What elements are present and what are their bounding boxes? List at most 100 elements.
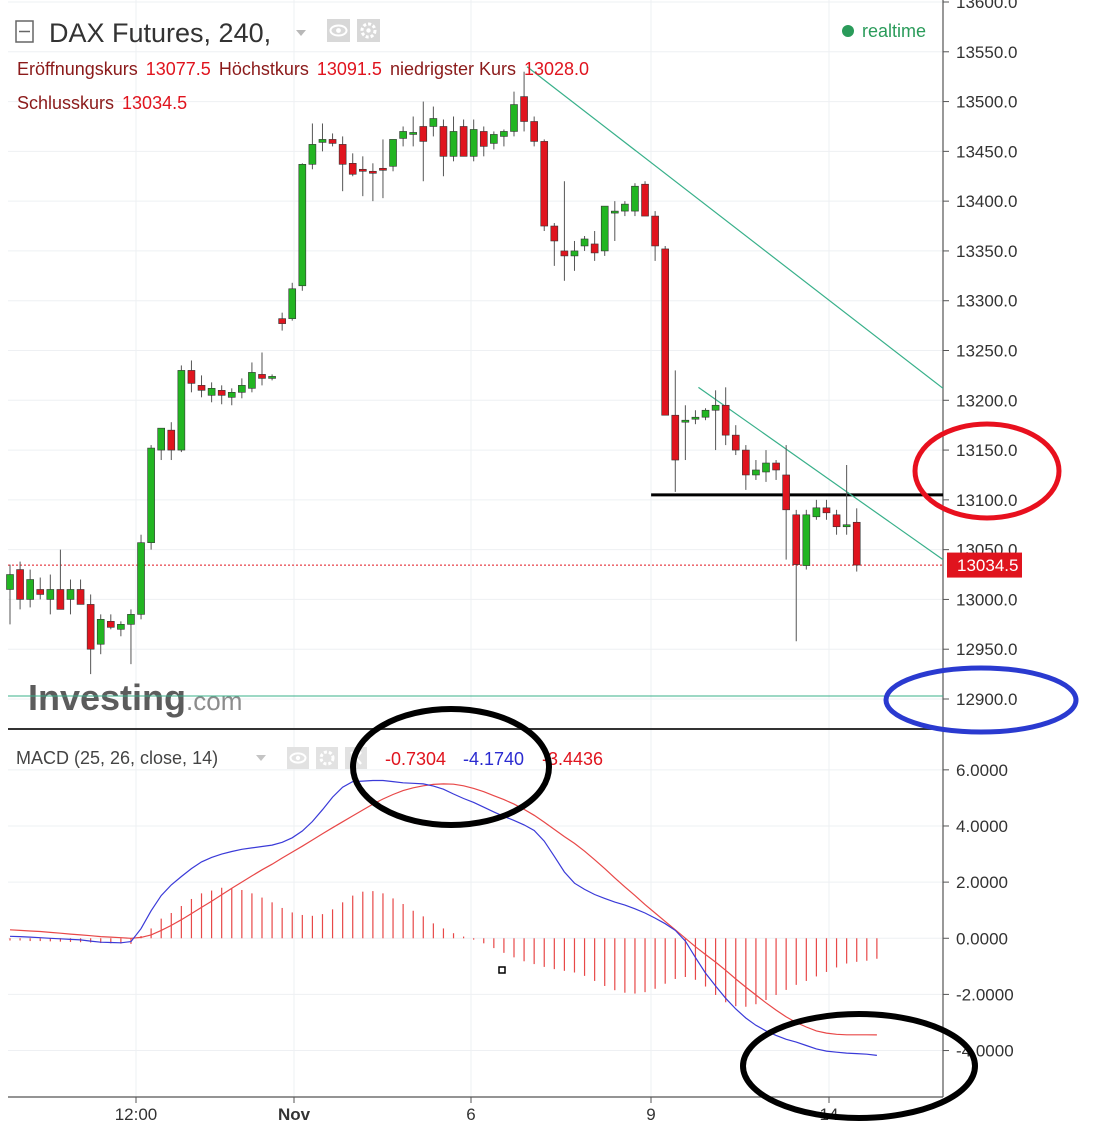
price-tick-label: 12950.0 [956, 640, 1017, 659]
macd-tick-label: 2.0000 [956, 873, 1008, 892]
candle-up [600, 205, 609, 252]
price-tick-label: 13450.0 [956, 142, 1017, 161]
candle-up [6, 574, 14, 590]
candle-down [217, 390, 226, 396]
candles [6, 71, 861, 675]
candle-up [762, 462, 770, 473]
candle-down [550, 225, 559, 242]
price-axis[interactable]: 13600.0 13550.0 13500.0 13450.0 13400.0 13350… [943, 0, 1017, 709]
macd-lines [9, 779, 877, 1056]
price-tick-label: 13550.0 [956, 43, 1017, 62]
candle-up [842, 524, 851, 528]
candle-down [419, 126, 428, 142]
ohlc-line-1: Eröffnungskurs 13077.5 Höchstkurs 13091.5 ni… [17, 59, 589, 79]
candle-down [540, 141, 549, 227]
realtime-dot-icon [842, 25, 854, 37]
candle-down [328, 139, 337, 144]
watermark-brand: Investing [28, 677, 186, 718]
candle-down [671, 414, 680, 461]
candle-up [490, 134, 498, 144]
candle-up [389, 139, 397, 167]
price-tick-label: 13400.0 [956, 192, 1017, 211]
candle-down [107, 621, 115, 628]
candle-down [56, 589, 65, 610]
annotation-black-circle-top [350, 706, 552, 828]
chart-header: DAX Futures, 240, realtime Eröffnungskur… [15, 18, 926, 113]
macd-eye-icon[interactable] [287, 747, 309, 769]
macd-gear-icon[interactable] [316, 747, 338, 769]
candle-up [127, 614, 135, 625]
time-tick-label: Nov [278, 1105, 311, 1124]
candle-down [338, 144, 347, 165]
macd-tick-label: 4.0000 [956, 817, 1008, 836]
candle-up [812, 507, 821, 518]
overlay-lines [8, 66, 944, 697]
candle-up [96, 619, 105, 645]
macd-chevron-down-icon[interactable] [256, 755, 266, 761]
investing-watermark: Investing.com [28, 677, 242, 718]
candle-up [691, 416, 700, 420]
candle-up [469, 129, 478, 157]
candle-down [832, 514, 841, 528]
candle-up [147, 447, 155, 543]
candle-up [399, 131, 407, 139]
candle-down [590, 243, 599, 254]
candle-up [570, 250, 579, 257]
time-tick-label: 12:00 [115, 1105, 158, 1124]
candle-down [187, 370, 196, 384]
candle-up [681, 419, 690, 423]
macd-name[interactable]: MACD (25, 26, close, 14) [16, 748, 218, 768]
low-label: niedrigster Kurs [390, 59, 516, 79]
candle-up [429, 118, 438, 127]
candle-up [227, 392, 236, 398]
price-tick-label: 13150.0 [956, 441, 1017, 460]
annotation-blue-circle [883, 665, 1079, 735]
macd-tick-label: 0.0000 [956, 929, 1008, 948]
candle-down [459, 126, 468, 157]
candle-down [661, 248, 670, 416]
macd-signal-value: -3.4436 [542, 749, 603, 769]
price-tick-label: 13200.0 [956, 391, 1017, 410]
candle-up [26, 579, 34, 600]
current-price-box [947, 552, 1022, 578]
time-tick-label: 9 [646, 1105, 655, 1124]
price-tick-label: 13350.0 [956, 242, 1017, 261]
macd-signal-line [9, 783, 877, 1036]
candle-down [822, 507, 831, 514]
candle-down [348, 163, 357, 175]
candle-down [379, 167, 387, 171]
chevron-down-icon[interactable] [296, 30, 306, 36]
open-value: 13077.5 [146, 59, 211, 79]
annotation-black-circle-bottom [740, 1011, 978, 1121]
candle-down [369, 170, 377, 174]
candle-up [610, 210, 619, 214]
close-value: 13034.5 [122, 93, 187, 113]
current-price-tag: 13034.5 [947, 552, 1022, 578]
time-axis[interactable]: 12:00 Nov 6 9 14 [115, 1097, 839, 1124]
price-tick-label: 13500.0 [956, 93, 1017, 112]
candle-down [36, 589, 45, 595]
candle-down [278, 318, 286, 324]
candle-up [449, 131, 458, 157]
candle-down [76, 589, 85, 605]
candle-up [177, 370, 186, 451]
eye-icon[interactable] [327, 19, 350, 42]
candle-down [258, 374, 266, 379]
candle-down [560, 250, 569, 257]
candle-down [731, 434, 740, 451]
high-value: 13091.5 [317, 59, 382, 79]
ohlc-line-2: Schlusskurs 13034.5 [17, 93, 187, 113]
candle-up [46, 589, 55, 600]
candle-down [530, 121, 538, 142]
candle-down [479, 131, 488, 147]
gear-icon[interactable] [357, 19, 380, 42]
candle-down [358, 168, 367, 172]
candle-up [288, 288, 297, 319]
candle-down [520, 96, 528, 122]
candle-down [792, 514, 801, 565]
collapse-icon[interactable] [15, 20, 34, 43]
symbol-title[interactable]: DAX Futures, 240, [49, 18, 271, 48]
candle-up [66, 589, 75, 600]
